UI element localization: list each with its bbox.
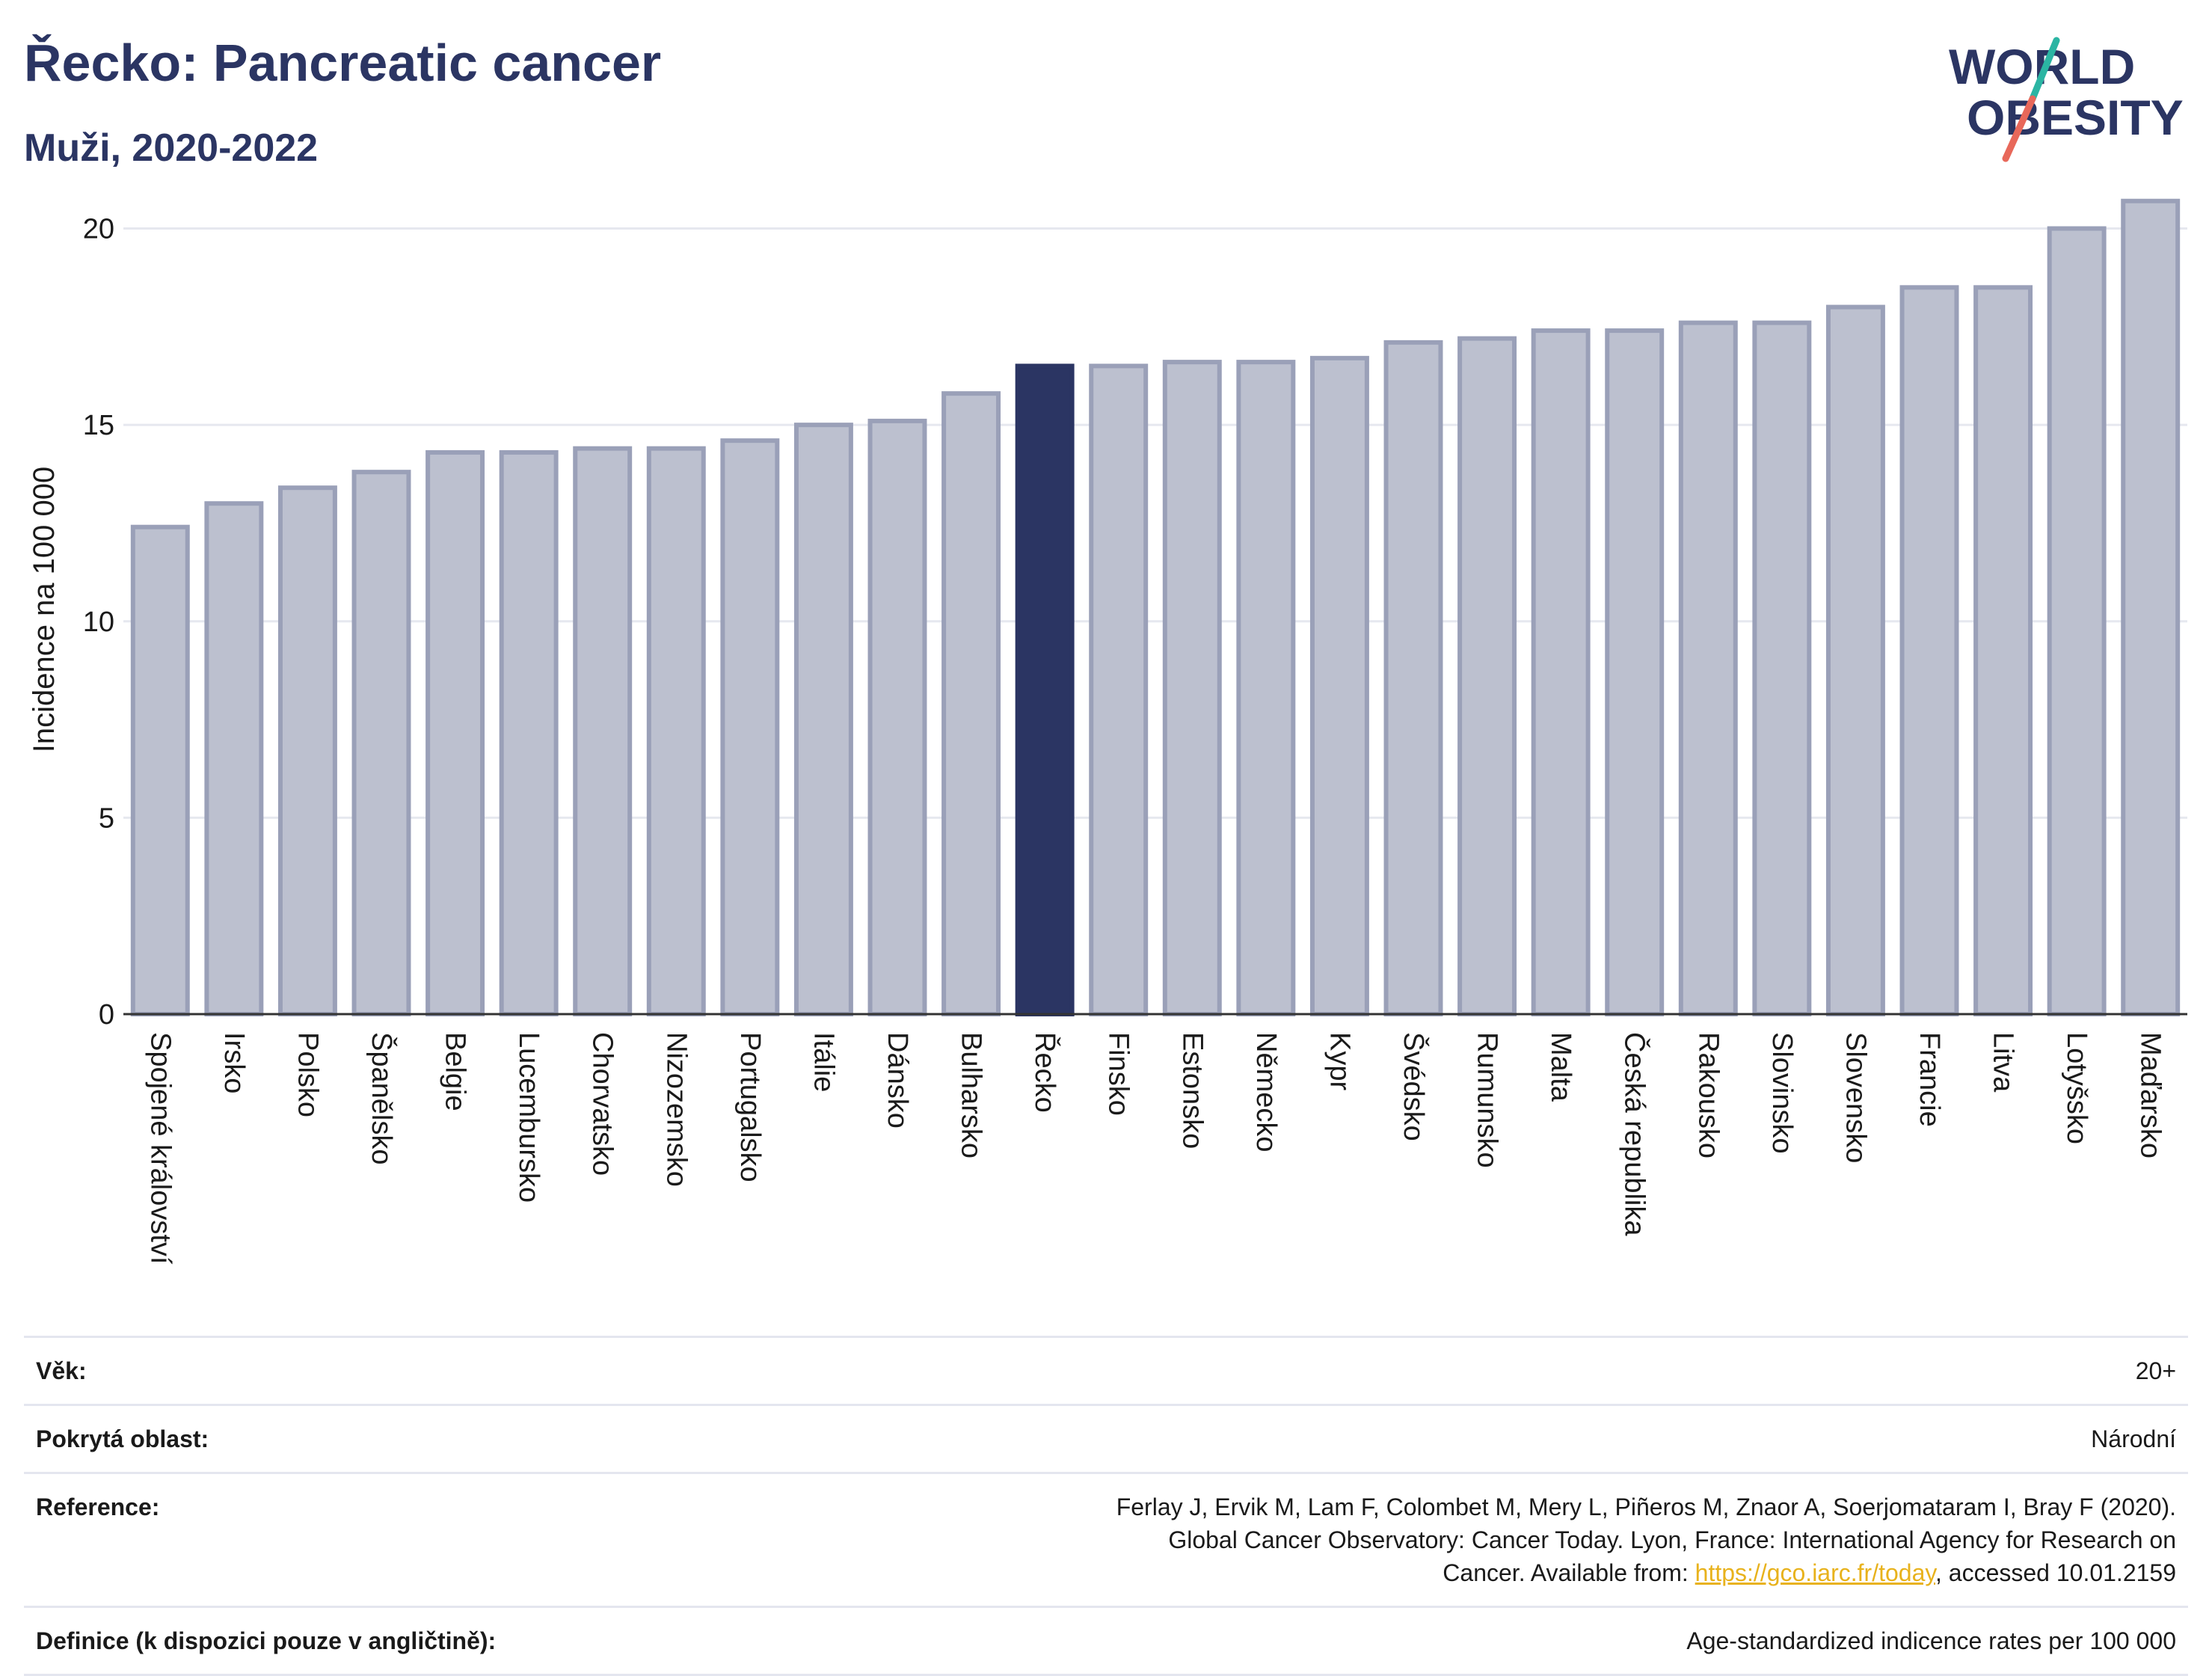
x-tick-label: Finsko xyxy=(1103,1032,1134,1116)
x-tick-label: Rumunsko xyxy=(1472,1032,1503,1168)
x-tick-label: Malta xyxy=(1545,1032,1576,1102)
bar xyxy=(793,423,853,1016)
bar xyxy=(646,446,706,1016)
reference-accessed: , accessed 10.01.2159 xyxy=(1935,1559,2176,1586)
y-tick-label: 10 xyxy=(83,607,114,638)
bar xyxy=(1457,336,1517,1017)
y-tick-label: 20 xyxy=(83,214,114,245)
bar xyxy=(499,449,559,1016)
bar xyxy=(2121,198,2181,1016)
x-tick-label: Francie xyxy=(1914,1032,1945,1127)
bar xyxy=(1236,360,1296,1017)
bar xyxy=(2047,226,2107,1016)
x-tick-label: Polsko xyxy=(292,1032,323,1117)
bar xyxy=(1089,363,1149,1017)
x-tick-label: Lotyšsko xyxy=(2061,1032,2092,1144)
bar xyxy=(1973,285,2033,1016)
bar xyxy=(1531,328,1591,1017)
x-tick-label: Nizozemsko xyxy=(660,1032,692,1187)
bars xyxy=(130,198,2181,1017)
world-obesity-logo: WORLD OBESITY xyxy=(1949,37,2184,162)
bar xyxy=(867,418,927,1016)
x-tick-label: Kypr xyxy=(1324,1032,1355,1090)
x-tick-label: Litva xyxy=(1988,1032,2019,1093)
bar xyxy=(277,485,337,1016)
info-table: Věk: 20+ Pokrytá oblast: Národní Referen… xyxy=(24,1336,2188,1676)
info-row-definition: Definice (k dispozici pouze v angličtině… xyxy=(24,1606,2188,1675)
age-label: Věk: xyxy=(36,1357,87,1384)
page-subtitle: Muži, 2020-2022 xyxy=(24,126,319,170)
bar xyxy=(1678,320,1738,1017)
x-tick-label: Lucembursko xyxy=(513,1032,544,1203)
definition-value: Age-standardized indicence rates per 100… xyxy=(1686,1627,2176,1654)
bar xyxy=(941,391,1001,1016)
bar xyxy=(1383,340,1443,1017)
bar xyxy=(1752,320,1812,1017)
x-tick-label: Spojené království xyxy=(144,1032,176,1265)
logo-slash-top xyxy=(2029,37,2060,102)
y-axis-ticks: 0 5 10 15 20 xyxy=(83,214,114,1031)
bar xyxy=(1899,285,1959,1016)
logo-slash-bottom xyxy=(2002,95,2036,162)
age-value: 20+ xyxy=(2135,1357,2176,1384)
reference-link[interactable]: https://gco.iarc.fr/today xyxy=(1695,1559,1935,1586)
bar xyxy=(573,446,633,1016)
info-row-reference: Reference: Ferlay J, Ervik M, Lam F, Col… xyxy=(24,1473,2188,1607)
bar xyxy=(351,470,411,1016)
reference-value: Ferlay J, Ervik M, Lam F, Colombet M, Me… xyxy=(646,1473,2188,1607)
x-tick-label: Řecko xyxy=(1029,1032,1061,1113)
bar xyxy=(130,524,190,1016)
x-tick-label: Rakousko xyxy=(1692,1032,1724,1158)
y-tick-label: 5 xyxy=(99,802,114,834)
definition-label: Definice (k dispozici pouze v angličtině… xyxy=(36,1627,497,1654)
x-tick-label: Slovinsko xyxy=(1766,1032,1798,1154)
bar xyxy=(1162,360,1222,1017)
info-row-coverage: Pokrytá oblast: Národní xyxy=(24,1405,2188,1473)
bar xyxy=(720,438,780,1016)
y-axis-title: Incidence na 100 000 xyxy=(28,467,61,753)
x-tick-label: Maďarsko xyxy=(2135,1032,2166,1158)
bar xyxy=(1309,355,1369,1017)
bar xyxy=(204,501,264,1016)
page-title: Řecko: Pancreatic cancer xyxy=(24,34,662,92)
x-tick-label: Slovensko xyxy=(1840,1032,1871,1163)
bar xyxy=(425,449,485,1016)
bar-highlighted xyxy=(1015,363,1075,1017)
y-tick-label: 0 xyxy=(99,999,114,1031)
x-tick-label: Portugalsko xyxy=(734,1032,766,1182)
logo-line2: OBESITY xyxy=(1967,90,2184,145)
coverage-label: Pokrytá oblast: xyxy=(36,1425,209,1452)
x-tick-label: Irsko xyxy=(218,1032,250,1093)
reference-label: Reference: xyxy=(36,1494,160,1520)
x-tick-label: Španělsko xyxy=(366,1032,399,1164)
bar xyxy=(1605,328,1665,1017)
x-tick-label: Chorvatsko xyxy=(587,1032,618,1176)
bar xyxy=(1825,304,1885,1017)
x-tick-label: Švédsko xyxy=(1398,1032,1431,1141)
coverage-value: Národní xyxy=(2091,1425,2176,1452)
x-tick-label: Bulharsko xyxy=(956,1032,987,1158)
info-row-age: Věk: 20+ xyxy=(24,1336,2188,1405)
y-tick-label: 15 xyxy=(83,410,114,441)
x-tick-label: Česká republika xyxy=(1619,1032,1652,1236)
x-tick-label: Estonsko xyxy=(1176,1032,1208,1149)
x-tick-label: Itálie xyxy=(808,1032,839,1092)
bar-chart: 0 5 10 15 20 Spojené království Irsko Polsko Šp… xyxy=(28,198,2187,1265)
x-tick-label: Belgie xyxy=(440,1032,471,1111)
reference-text: Ferlay J, Ervik M, Lam F, Colombet M, Me… xyxy=(1116,1494,2176,1586)
x-tick-label: Německo xyxy=(1250,1032,1282,1152)
x-axis-labels: Spojené království Irsko Polsko Španělsko Be… xyxy=(144,1032,2166,1265)
x-tick-label: Dánsko xyxy=(882,1032,913,1129)
logo-line1: WORLD xyxy=(1949,39,2135,94)
